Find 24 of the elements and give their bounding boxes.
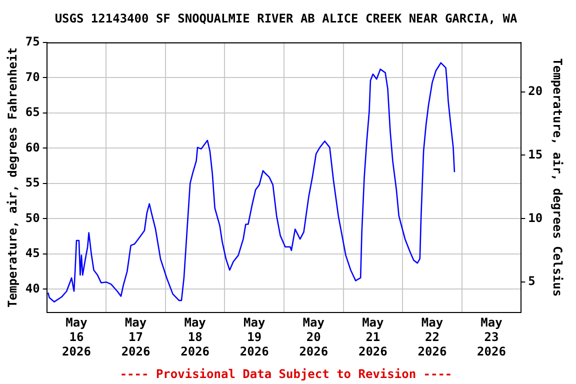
y-tick-label: 65 [25,105,40,120]
y-tick-label: 75 [25,34,40,49]
y-tick-label: 55 [25,176,40,190]
y-tick-label: 40 [25,281,40,296]
y-tick-label: 70 [25,70,40,84]
y2-tick-label: 15 [528,147,543,162]
y2-axis-title: Temperature, air, degrees Celsius [550,58,565,297]
x-tick-label: May 21 2026 [358,316,388,359]
x-tick-label: May 22 2026 [418,316,447,359]
x-tick-label: May 23 2026 [477,316,506,359]
x-tick-label: May 19 2026 [240,316,269,359]
chart-title: USGS 12143400 SF SNOQUALMIE RIVER AB ALICE CREEK NEAR GARCIA, WA [54,11,518,26]
x-tick-label: May 18 2026 [180,316,210,359]
text: ---- Provisional Data Subject to Revision ---- [120,366,452,381]
x-tick-label: May 16 2026 [62,316,91,359]
y2-tick-label: 20 [528,84,543,98]
y-tick-label: 45 [25,246,40,260]
y2-tick-label: 5 [528,274,536,288]
y-axis-title: Temperature, air, degrees Fahrenheit [5,47,20,308]
x-tick-label: May 17 2026 [121,316,150,359]
x-tick-label: May 20 2026 [299,316,328,359]
y2-tick-label: 10 [528,210,543,225]
y-tick-label: 60 [25,140,40,154]
y-tick-label: 50 [25,210,40,225]
